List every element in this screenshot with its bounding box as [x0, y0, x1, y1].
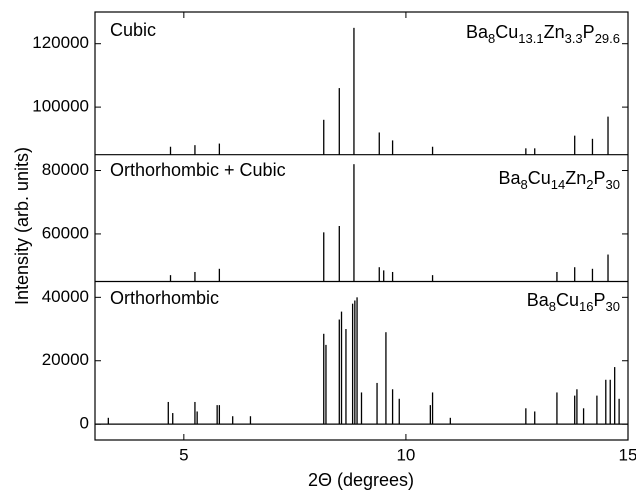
subscript: 30	[606, 299, 620, 314]
subscript: 3.3	[565, 31, 583, 46]
subscript: 2	[586, 177, 593, 192]
element: Ba	[527, 290, 550, 310]
element: Ba	[499, 168, 522, 188]
x-axis-label: 2Θ (degrees)	[308, 470, 414, 490]
subscript: 8	[488, 31, 495, 46]
subscript: 8	[521, 177, 528, 192]
y-tick-label: 20000	[42, 350, 89, 369]
element: Ba	[466, 22, 489, 42]
plot-frame	[94, 11, 629, 441]
phase-label: Cubic	[110, 20, 156, 40]
element: Zn	[565, 168, 586, 188]
formula: Ba8Cu13.1Zn3.3P29.6	[466, 22, 620, 46]
element: P	[583, 22, 595, 42]
x-tick-label: 10	[396, 445, 415, 464]
subscript: 13.1	[518, 31, 543, 46]
phase-label: Orthorhombic	[110, 288, 219, 308]
element: P	[594, 290, 606, 310]
y-tick-label: 120000	[32, 33, 89, 52]
subscript: 29.6	[595, 31, 620, 46]
subscript: 30	[606, 177, 620, 192]
element: Cu	[528, 168, 551, 188]
element: Cu	[556, 290, 579, 310]
x-tick-label: 5	[179, 445, 188, 464]
phase-label: Orthorhombic + Cubic	[110, 160, 286, 180]
formula: Ba8Cu16P30	[527, 290, 620, 314]
element: P	[594, 168, 606, 188]
element: Cu	[495, 22, 518, 42]
x-tick-label: 15	[619, 445, 636, 464]
formula: Ba8Cu14Zn2P30	[499, 168, 620, 192]
y-axis-label: Intensity (arb. units)	[12, 147, 32, 305]
y-tick-label: 100000	[32, 97, 89, 116]
subscript: 8	[549, 299, 556, 314]
y-tick-label: 40000	[42, 287, 89, 306]
y-tick-label: 60000	[42, 223, 89, 242]
subscript: 14	[551, 177, 565, 192]
element: Zn	[544, 22, 565, 42]
y-tick-label: 80000	[42, 160, 89, 179]
y-tick-label: 0	[80, 414, 89, 433]
subscript: 16	[579, 299, 593, 314]
